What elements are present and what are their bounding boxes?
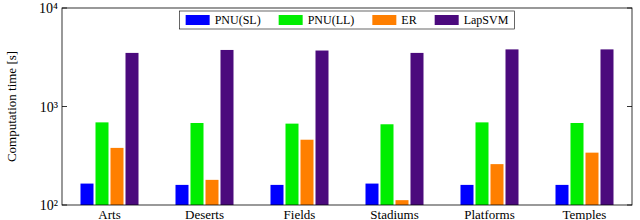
legend-swatch xyxy=(186,15,210,25)
legend-label: PNU(LL) xyxy=(308,13,355,27)
x-tick-label: Temples xyxy=(563,207,607,220)
legend-swatch xyxy=(279,15,303,25)
bar xyxy=(411,53,424,205)
bar xyxy=(221,50,234,205)
x-tick-label: Platforms xyxy=(464,207,515,220)
legend-swatch xyxy=(435,15,459,25)
plot-frame xyxy=(62,8,632,205)
bar xyxy=(491,164,504,205)
legend-label: LapSVM xyxy=(464,13,509,27)
bar xyxy=(176,185,189,205)
bar xyxy=(476,122,489,205)
x-tick-label: Arts xyxy=(98,207,120,220)
bar xyxy=(286,124,299,205)
bar xyxy=(191,123,204,205)
legend-label: ER xyxy=(401,13,416,27)
bar xyxy=(461,185,474,205)
bar xyxy=(506,49,519,205)
y-tick xyxy=(62,8,67,9)
legend: PNU(SL) PNU(LL) ER LapSVM xyxy=(180,11,515,29)
x-tick-label: Deserts xyxy=(185,207,224,220)
bars xyxy=(81,49,614,205)
legend-box xyxy=(180,11,515,29)
legend-swatch xyxy=(372,15,396,25)
chart-container: 10² 10³ 10⁴ Arts Deserts Fields Stadiums Platfo… xyxy=(0,0,640,220)
bar xyxy=(396,200,409,205)
bar xyxy=(571,123,584,205)
y-tick-label: 10⁴ xyxy=(39,1,58,16)
bar xyxy=(96,122,109,205)
bar xyxy=(366,184,379,205)
chart: 10² 10³ 10⁴ Arts Deserts Fields Stadiums Platfo… xyxy=(0,0,640,220)
y-tick xyxy=(62,106,67,107)
bar xyxy=(381,124,394,205)
y-tick xyxy=(627,205,632,206)
legend-label: PNU(SL) xyxy=(215,13,261,27)
bar xyxy=(586,153,599,205)
bar xyxy=(206,180,219,205)
bar xyxy=(316,51,329,205)
bar xyxy=(601,49,614,205)
bar xyxy=(126,53,139,205)
y-tick xyxy=(627,8,632,9)
bar xyxy=(81,184,94,205)
y-tick-label: 10² xyxy=(40,198,58,213)
x-tick-label: Stadiums xyxy=(370,207,418,220)
plot-bg xyxy=(62,8,632,205)
y-tick xyxy=(627,106,632,107)
y-tick-label: 10³ xyxy=(40,100,58,115)
bar xyxy=(111,148,124,205)
y-axis-label: Computation time [s] xyxy=(4,51,19,162)
bar xyxy=(271,185,284,205)
y-tick xyxy=(62,205,67,206)
bar xyxy=(301,140,314,205)
bar xyxy=(556,185,569,205)
x-tick-label: Fields xyxy=(284,207,316,220)
